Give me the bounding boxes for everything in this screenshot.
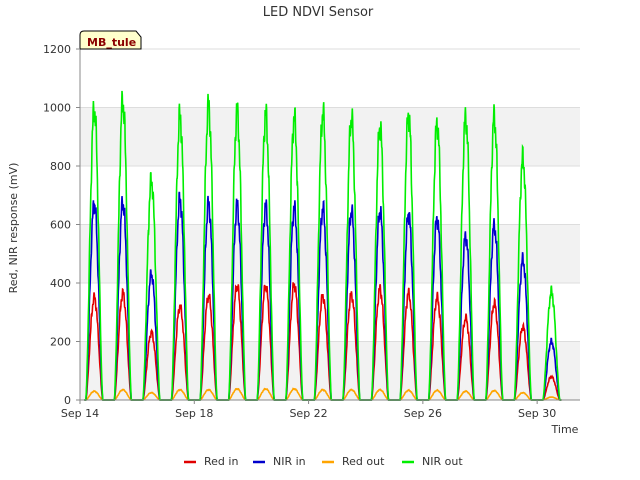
plot-band <box>80 49 580 108</box>
x-tick-labels: Sep 14 Sep 18 Sep 22 Sep 26 Sep 30 <box>61 400 556 420</box>
x-tick-label: Sep 18 <box>175 407 213 420</box>
legend-label: Red in <box>204 455 238 468</box>
legend-item-red-in: Red in <box>184 455 238 468</box>
y-tick-label: 1200 <box>43 43 71 56</box>
badge-label: MB_tule <box>87 36 136 49</box>
y-tick-label: 1000 <box>43 102 71 115</box>
x-tick-label: Sep 14 <box>61 407 99 420</box>
legend: Red in NIR in Red out NIR out <box>184 455 463 468</box>
legend-label: NIR out <box>422 455 463 468</box>
x-tick-label: Sep 30 <box>518 407 556 420</box>
badge-box <box>79 30 142 50</box>
legend-item-nir-out: NIR out <box>402 455 463 468</box>
chart-title: LED NDVI Sensor <box>263 5 374 20</box>
y-tick-label: 400 <box>50 277 71 290</box>
legend-label: NIR in <box>273 455 306 468</box>
station-badge: MB_tule <box>79 30 142 50</box>
legend-item-nir-in: NIR in <box>253 455 306 468</box>
y-tick-label: 600 <box>50 219 71 232</box>
x-tick-label: Sep 22 <box>289 407 327 420</box>
y-axis-label: Red, NIR response (mV) <box>7 163 20 294</box>
plot-band <box>80 166 580 225</box>
y-tick-label: 200 <box>50 336 71 349</box>
legend-label: Red out <box>342 455 385 468</box>
x-tick-label: Sep 26 <box>404 407 442 420</box>
y-tick-label: 0 <box>64 394 71 407</box>
y-tick-label: 800 <box>50 160 71 173</box>
plot-band <box>80 107 580 166</box>
x-axis-label: Time <box>551 423 579 436</box>
plot-bands <box>80 49 580 400</box>
y-tick-labels: 0 200 400 600 800 1000 1200 <box>43 43 80 407</box>
legend-item-red-out: Red out <box>322 455 385 468</box>
